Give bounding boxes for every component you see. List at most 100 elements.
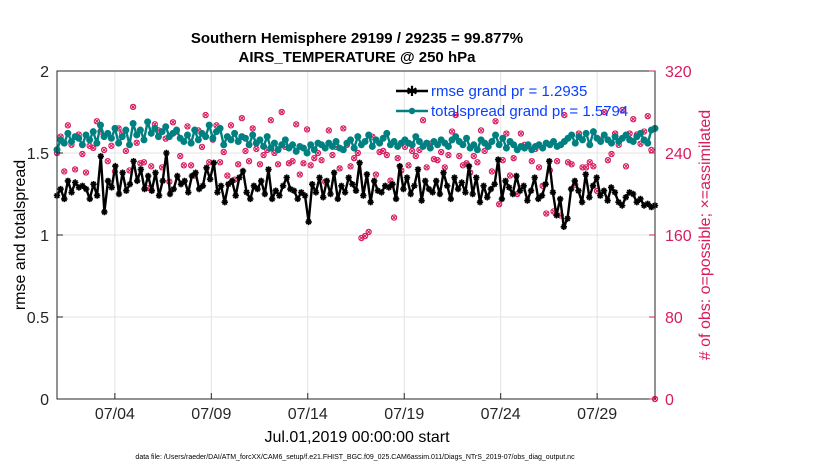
totalspread-point xyxy=(151,124,159,132)
chart-subtitle: AIRS_TEMPERATURE @ 250 hPa xyxy=(239,49,477,66)
obs-possible-point xyxy=(274,161,282,168)
obs-possible-point xyxy=(169,119,177,126)
obs-assimilated-point xyxy=(619,107,625,113)
obs-assimilated-point xyxy=(123,148,129,154)
obs-assimilated-point xyxy=(366,229,372,235)
obs-assimilated-point xyxy=(355,150,361,156)
rmse-point xyxy=(123,187,130,194)
rmse-point xyxy=(447,195,454,203)
rmse-point xyxy=(247,195,254,203)
obs-assimilated-point xyxy=(228,122,234,128)
totalspread-point xyxy=(75,134,83,142)
y2-tick-label: 0 xyxy=(665,392,674,409)
obs-possible-point xyxy=(347,163,354,170)
obs-assimilated-point xyxy=(242,148,249,154)
totalspread-point xyxy=(365,131,373,139)
obs-possible-point xyxy=(307,162,314,169)
rmse-point xyxy=(276,192,283,199)
obs-possible-point xyxy=(354,149,361,157)
obs-assimilated-point xyxy=(496,201,502,207)
rmse-point xyxy=(418,197,425,204)
rmse-point xyxy=(400,185,407,193)
obs-assimilated-point xyxy=(409,148,415,154)
rmse-point xyxy=(166,190,174,198)
rmse-point xyxy=(155,192,163,199)
rmse-point xyxy=(268,195,276,203)
rmse-point xyxy=(382,182,389,189)
rmse-point xyxy=(495,156,502,163)
obs-possible-point xyxy=(622,163,630,170)
obs-assimilated-point xyxy=(141,159,147,165)
obs-possible-point xyxy=(340,125,347,132)
obs-possible-point xyxy=(492,118,499,125)
rmse-point xyxy=(407,190,414,198)
axis-ticks: 0 0.5 1 1.5 2 0 80 160 240 320 07/04 07/09 07/14 07/1… xyxy=(27,64,692,423)
rmse-point xyxy=(90,181,97,188)
x-tick-label: 07/24 xyxy=(481,406,521,423)
obs-possible-point xyxy=(71,166,79,173)
obs-possible-point xyxy=(405,162,412,169)
obs-possible-point xyxy=(198,143,206,150)
obs-assimilated-point xyxy=(351,155,357,161)
obs-possible-point xyxy=(409,147,416,155)
totalspread-point xyxy=(376,139,384,147)
totalspread-point xyxy=(310,146,318,154)
y-tick-label: 0.5 xyxy=(27,310,49,327)
rmse-point xyxy=(130,158,137,165)
rmse-point xyxy=(451,174,458,181)
obs-possible-point xyxy=(561,111,568,119)
rmse-point xyxy=(196,185,203,193)
totalspread-point xyxy=(241,134,249,142)
rmse-point xyxy=(254,185,261,193)
rmse-point xyxy=(228,177,236,185)
obs-possible-point xyxy=(122,147,130,155)
rmse-point xyxy=(476,199,484,206)
rmse-point xyxy=(243,189,250,196)
totalspread-point xyxy=(89,128,97,136)
obs-assimilated-point xyxy=(438,149,444,155)
totalspread-point xyxy=(502,144,510,152)
rmse-point xyxy=(374,187,382,194)
x-axis-label: Jul.01,2019 00:00:00 start xyxy=(264,429,450,446)
totalspread-point xyxy=(510,141,518,149)
totalspread-point xyxy=(274,146,282,154)
obs-assimilated-point xyxy=(489,168,495,175)
rmse-point xyxy=(367,199,374,206)
rmse-point xyxy=(112,162,119,170)
rmse-point xyxy=(564,215,571,222)
totalspread-point xyxy=(140,136,148,144)
obs-possible-point xyxy=(604,157,612,164)
totalspread-point xyxy=(115,139,123,147)
totalspread-point xyxy=(147,129,155,137)
totalspread-point xyxy=(122,126,130,134)
obs-assimilated-point xyxy=(275,161,281,167)
obs-possible-point xyxy=(93,118,101,125)
rmse-point xyxy=(101,208,108,216)
rmse-point xyxy=(108,184,115,191)
totalspread-point xyxy=(180,138,188,146)
rmse-point xyxy=(549,189,557,196)
obs-possible-point xyxy=(64,122,72,129)
obs-assimilated-point xyxy=(518,130,524,137)
obs-possible-point xyxy=(423,164,430,171)
obs-assimilated-point xyxy=(347,163,354,169)
obs-possible-point xyxy=(586,159,593,166)
legend-rmse-marker: ✱ xyxy=(406,84,418,100)
rmse-point xyxy=(444,182,451,189)
obs-possible-point xyxy=(238,115,245,122)
rmse-point xyxy=(287,185,294,193)
rmse-point xyxy=(272,187,279,194)
rmse-point xyxy=(626,189,633,196)
rmse-point xyxy=(312,189,320,196)
rmse-point xyxy=(429,189,436,196)
rmse-point xyxy=(560,223,567,230)
obs-possible-point xyxy=(579,164,586,171)
legend-rmse-label: rmse grand pr = 1.2935 xyxy=(431,83,587,100)
obs-possible-point xyxy=(184,123,191,130)
obs-possible-point xyxy=(470,152,477,160)
obs-assimilated-point xyxy=(587,159,593,165)
obs-possible-point xyxy=(619,106,626,114)
obs-assimilated-point xyxy=(482,148,488,154)
rmse-point xyxy=(546,158,553,165)
totalspread-point xyxy=(412,133,420,141)
